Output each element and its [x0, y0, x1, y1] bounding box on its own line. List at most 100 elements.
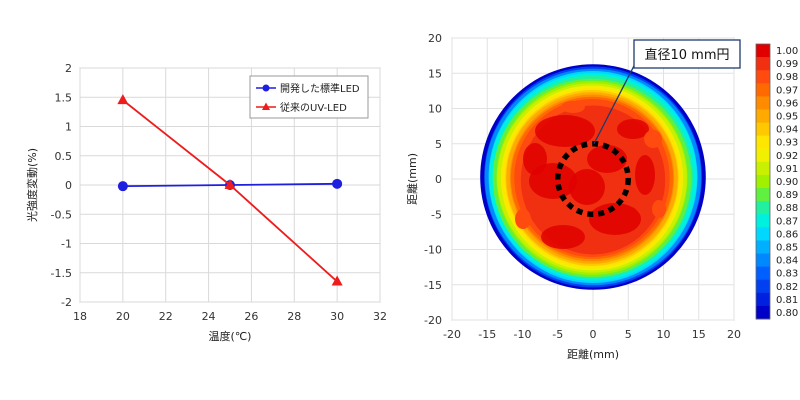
heatmap-hot-patch: [617, 119, 649, 139]
x-tick-label: 18: [73, 310, 87, 323]
heatmap-hot-patch: [523, 143, 547, 175]
colorbar-label: 0.89: [776, 190, 798, 201]
heatmap-warm-patch: [561, 101, 585, 113]
colorbar-swatch: [756, 83, 770, 97]
heatmap-y-tick-label: -20: [424, 314, 442, 327]
colorbar-label: 0.92: [776, 151, 798, 162]
legend-label-2: 従来のUV-LED: [280, 101, 347, 114]
colorbar-swatch: [756, 96, 770, 110]
x-tick-label: 22: [159, 310, 173, 323]
series-1-point: [332, 178, 343, 189]
colorbar-swatch: [756, 227, 770, 241]
colorbar-swatch: [756, 161, 770, 176]
colorbar-swatch: [756, 266, 770, 281]
heatmap-x-tick-label: 5: [625, 328, 632, 341]
heatmap-hot-patch: [635, 155, 655, 195]
colorbar-swatch: [756, 44, 770, 58]
heatmap-x-tick-label: -20: [443, 328, 461, 341]
diameter-circle: [555, 141, 631, 217]
heatmap-x-tick-label: 20: [727, 328, 741, 341]
heatmap-y-axis-label: 距離(mm): [405, 153, 419, 205]
colorbar-label: 0.93: [776, 138, 798, 149]
heatmap-warm-patch: [515, 209, 531, 229]
colorbar-swatch: [756, 214, 770, 228]
colorbar-swatch: [756, 292, 770, 307]
y-tick-label: -1: [61, 238, 72, 251]
colorbar-label: 0.99: [776, 59, 798, 70]
colorbar-label: 1.00: [776, 46, 798, 57]
colorbar-swatch: [756, 109, 770, 124]
heatmap-hot-patch: [541, 225, 585, 249]
heatmap-y-tick-label: -5: [431, 208, 442, 221]
annotation-leader-line: [593, 59, 638, 145]
heatmap-y-tick-label: -10: [424, 244, 442, 257]
colorbar-swatch: [756, 305, 770, 320]
heatmap-x-tick-label: -15: [478, 328, 496, 341]
annotation-box: [633, 39, 741, 69]
series-2-point: [224, 179, 236, 189]
colorbar-swatch: [756, 135, 770, 150]
heatmap-spot: [480, 64, 706, 290]
legend-marker-2: [262, 102, 270, 110]
x-tick-label: 26: [244, 310, 258, 323]
y-tick-label: -1.5: [51, 267, 72, 280]
colorbar-label: 0.90: [776, 177, 798, 188]
heatmap-y-tick-label: 0: [435, 173, 442, 186]
series-1-point: [117, 181, 128, 192]
heatmap-hot-patch: [535, 115, 595, 147]
heatmap-x-axis-label: 距離(mm): [567, 347, 619, 361]
heatmap-y-tick-label: 15: [428, 67, 442, 80]
heatmap-y-tick-label: -15: [424, 279, 442, 292]
colorbar-swatch: [756, 148, 770, 163]
x-tick-label: 20: [116, 310, 130, 323]
colorbar-swatch: [756, 279, 770, 294]
colorbar-swatch: [756, 240, 770, 255]
x-tick-label: 30: [330, 310, 344, 323]
heatmap-warm-patch: [652, 200, 666, 218]
annotation-label: 直径10 mm円: [644, 48, 729, 63]
heatmap-warm-patch: [644, 130, 662, 148]
heatmap-x-tick-label: 0: [590, 328, 597, 341]
legend-marker-1: [262, 84, 270, 92]
colorbar-swatch: [756, 201, 770, 215]
colorbar-label: 0.81: [776, 295, 798, 306]
x-axis-label: 温度(℃): [209, 329, 252, 343]
colorbar-label: 0.87: [776, 216, 798, 227]
y-axis-label: 光強度変動(%): [25, 148, 39, 222]
x-tick-label: 28: [287, 310, 301, 323]
y-tick-label: 1.5: [55, 91, 73, 104]
colorbar-swatch: [756, 188, 770, 202]
temperature-line-chart: 18 20 22 24 26 28 30 32 2 1.5 1 0.5 0 -0.5 -1 -1.5 -2 温度(…: [25, 62, 387, 343]
y-tick-label: 2: [65, 62, 72, 75]
y-tick-label: -2: [61, 296, 72, 309]
heatmap-y-tick-label: 10: [428, 103, 442, 116]
colorbar-swatch: [756, 253, 770, 268]
colorbar-label: 0.95: [776, 112, 798, 123]
y-tick-label: 1: [65, 121, 72, 134]
heatmap-x-tick-label: 15: [692, 328, 706, 341]
heatmap-hot-patch: [569, 169, 605, 205]
colorbar-label: 0.97: [776, 85, 798, 96]
colorbar-label: 0.91: [776, 164, 798, 175]
x-tick-label: 32: [373, 310, 387, 323]
colorbar-label: 0.82: [776, 282, 798, 293]
colorbar-frame: [755, 43, 771, 320]
heatmap-x-tick-label: -10: [514, 328, 532, 341]
colorbar-label: 0.83: [776, 269, 798, 280]
colorbar-label: 0.85: [776, 242, 798, 253]
heatmap-x-tick-label: 10: [657, 328, 671, 341]
colorbar-label: 0.96: [776, 98, 798, 109]
colorbar-label: 0.88: [776, 203, 798, 214]
y-tick-label: 0.5: [55, 150, 73, 163]
colorbar-label: 0.80: [776, 308, 798, 319]
series-2-point: [117, 94, 129, 105]
legend-box: [249, 75, 369, 119]
colorbar-swatch: [756, 70, 770, 84]
legend-label-1: 開発した標準LED: [280, 82, 360, 95]
colorbar-label: 0.86: [776, 229, 798, 240]
heatmap-x-tick-label: -5: [552, 328, 563, 341]
heatmap-y-tick-label: 5: [435, 138, 442, 151]
y-tick-label: -0.5: [51, 208, 72, 221]
